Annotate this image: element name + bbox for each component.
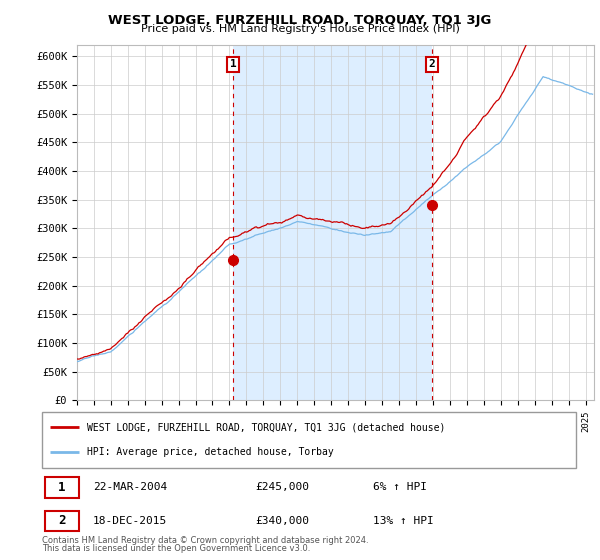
Text: 13% ↑ HPI: 13% ↑ HPI (373, 516, 434, 526)
Text: 2: 2 (58, 514, 66, 528)
Text: WEST LODGE, FURZEHILL ROAD, TORQUAY, TQ1 3JG: WEST LODGE, FURZEHILL ROAD, TORQUAY, TQ1… (109, 14, 491, 27)
Bar (233, 45, 432, 400)
FancyBboxPatch shape (44, 477, 79, 498)
Text: 6% ↑ HPI: 6% ↑ HPI (373, 482, 427, 492)
Text: 1: 1 (230, 59, 236, 69)
FancyBboxPatch shape (44, 511, 79, 531)
Text: 22-MAR-2004: 22-MAR-2004 (93, 482, 167, 492)
Text: 18-DEC-2015: 18-DEC-2015 (93, 516, 167, 526)
Text: HPI: Average price, detached house, Torbay: HPI: Average price, detached house, Torb… (88, 447, 334, 457)
Text: 1: 1 (58, 481, 66, 494)
FancyBboxPatch shape (42, 412, 576, 468)
Text: Price paid vs. HM Land Registry's House Price Index (HPI): Price paid vs. HM Land Registry's House … (140, 24, 460, 34)
Text: 2: 2 (429, 59, 436, 69)
Text: £340,000: £340,000 (256, 516, 310, 526)
Text: WEST LODGE, FURZEHILL ROAD, TORQUAY, TQ1 3JG (detached house): WEST LODGE, FURZEHILL ROAD, TORQUAY, TQ1… (88, 422, 446, 432)
Text: £245,000: £245,000 (256, 482, 310, 492)
Text: This data is licensed under the Open Government Licence v3.0.: This data is licensed under the Open Gov… (42, 544, 310, 553)
Text: Contains HM Land Registry data © Crown copyright and database right 2024.: Contains HM Land Registry data © Crown c… (42, 536, 368, 545)
